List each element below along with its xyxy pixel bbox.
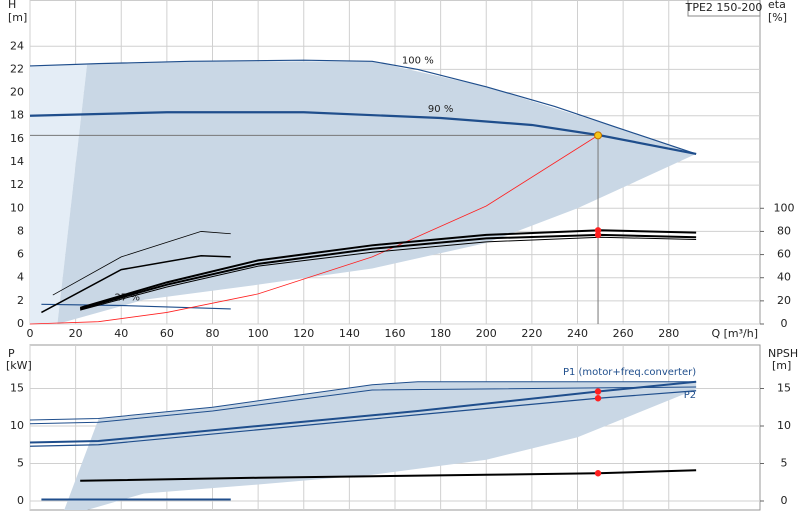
- y2-tick-label: 0: [781, 317, 788, 330]
- y-tick-label: 5: [17, 457, 24, 470]
- y-axis-unit: [m]: [8, 11, 27, 24]
- duty-point: [594, 470, 602, 477]
- y2-axis-label: NPSH: [768, 347, 798, 360]
- title-box: [687, 0, 761, 17]
- x-tick-label: 0: [27, 327, 34, 340]
- y-axis-label: P: [8, 347, 15, 360]
- y2-axis-label: eta: [768, 0, 786, 11]
- y2-tick-label: 40: [777, 271, 791, 284]
- curve-label: P1 (motor+freq.converter): [563, 367, 696, 378]
- y-tick-label: 15: [10, 382, 24, 395]
- y-axis-unit: [kW]: [6, 359, 32, 372]
- duty-point: [594, 231, 602, 239]
- curve: [41, 254, 231, 314]
- duty-point: [594, 227, 602, 234]
- y2-tick-label: 80: [777, 224, 791, 237]
- curve-label: 100 %: [402, 55, 434, 66]
- y-tick-label: 2: [17, 294, 24, 307]
- curve-label: 90 %: [428, 104, 453, 115]
- y-tick-label: 12: [10, 178, 24, 191]
- curve: [29, 386, 697, 425]
- duty-point: [594, 388, 602, 395]
- y-tick-label: 0: [17, 317, 24, 330]
- curve: [80, 469, 697, 482]
- y2-tick-label: 15: [777, 382, 791, 395]
- curve: [52, 231, 231, 296]
- y-axis-label: H: [8, 0, 16, 11]
- y-tick-label: 16: [10, 132, 24, 145]
- y-tick-label: 10: [10, 419, 24, 432]
- x-tick-label: 100: [248, 327, 269, 340]
- x-tick-label: 80: [206, 327, 220, 340]
- curve-label: P2: [684, 390, 696, 401]
- y-tick-label: 8: [17, 224, 24, 237]
- y-tick-label: 10: [10, 201, 24, 214]
- y-tick-label: 20: [10, 86, 24, 99]
- x-tick-label: 220: [521, 327, 542, 340]
- curve: [29, 390, 697, 447]
- x-tick-label: 200: [476, 327, 497, 340]
- x-tick-label: 240: [567, 327, 588, 340]
- operating-area: [57, 61, 697, 324]
- x-tick-label: 140: [339, 327, 360, 340]
- y2-axis-unit: [%]: [768, 11, 787, 24]
- curve: [29, 381, 697, 421]
- y2-tick-label: 0: [781, 494, 788, 507]
- y2-tick-label: 20: [777, 294, 791, 307]
- y-tick-label: 14: [10, 155, 24, 168]
- operating-point: [594, 131, 603, 140]
- curve: [80, 236, 697, 311]
- curve: [29, 380, 697, 444]
- x-tick-label: 40: [114, 327, 128, 340]
- y-tick-label: 6: [17, 248, 24, 261]
- curve: [29, 59, 697, 155]
- curve: [29, 135, 599, 325]
- y-tick-label: 24: [10, 39, 24, 52]
- x-tick-label: 20: [69, 327, 83, 340]
- x-tick-label: 60: [160, 327, 174, 340]
- y-tick-label: 22: [10, 62, 24, 75]
- y2-tick-label: 5: [781, 457, 788, 470]
- x-tick-label: 180: [430, 327, 451, 340]
- y2-tick-label: 60: [777, 248, 791, 261]
- y2-tick-label: 100: [774, 201, 795, 214]
- y-tick-label: 18: [10, 109, 24, 122]
- chart-title: TPE2 150-200: [685, 1, 763, 14]
- operating-area: [30, 64, 88, 325]
- x-axis-label: Q [m³/h]: [711, 327, 758, 340]
- curve: [41, 303, 231, 310]
- y2-axis-unit: [m]: [772, 359, 791, 372]
- y2-tick-label: 10: [777, 419, 791, 432]
- x-tick-label: 160: [385, 327, 406, 340]
- x-tick-label: 260: [613, 327, 634, 340]
- x-tick-label: 280: [658, 327, 679, 340]
- duty-point: [594, 395, 602, 402]
- x-tick-label: 120: [293, 327, 314, 340]
- y-tick-label: 4: [17, 271, 24, 284]
- y-tick-label: 0: [17, 494, 24, 507]
